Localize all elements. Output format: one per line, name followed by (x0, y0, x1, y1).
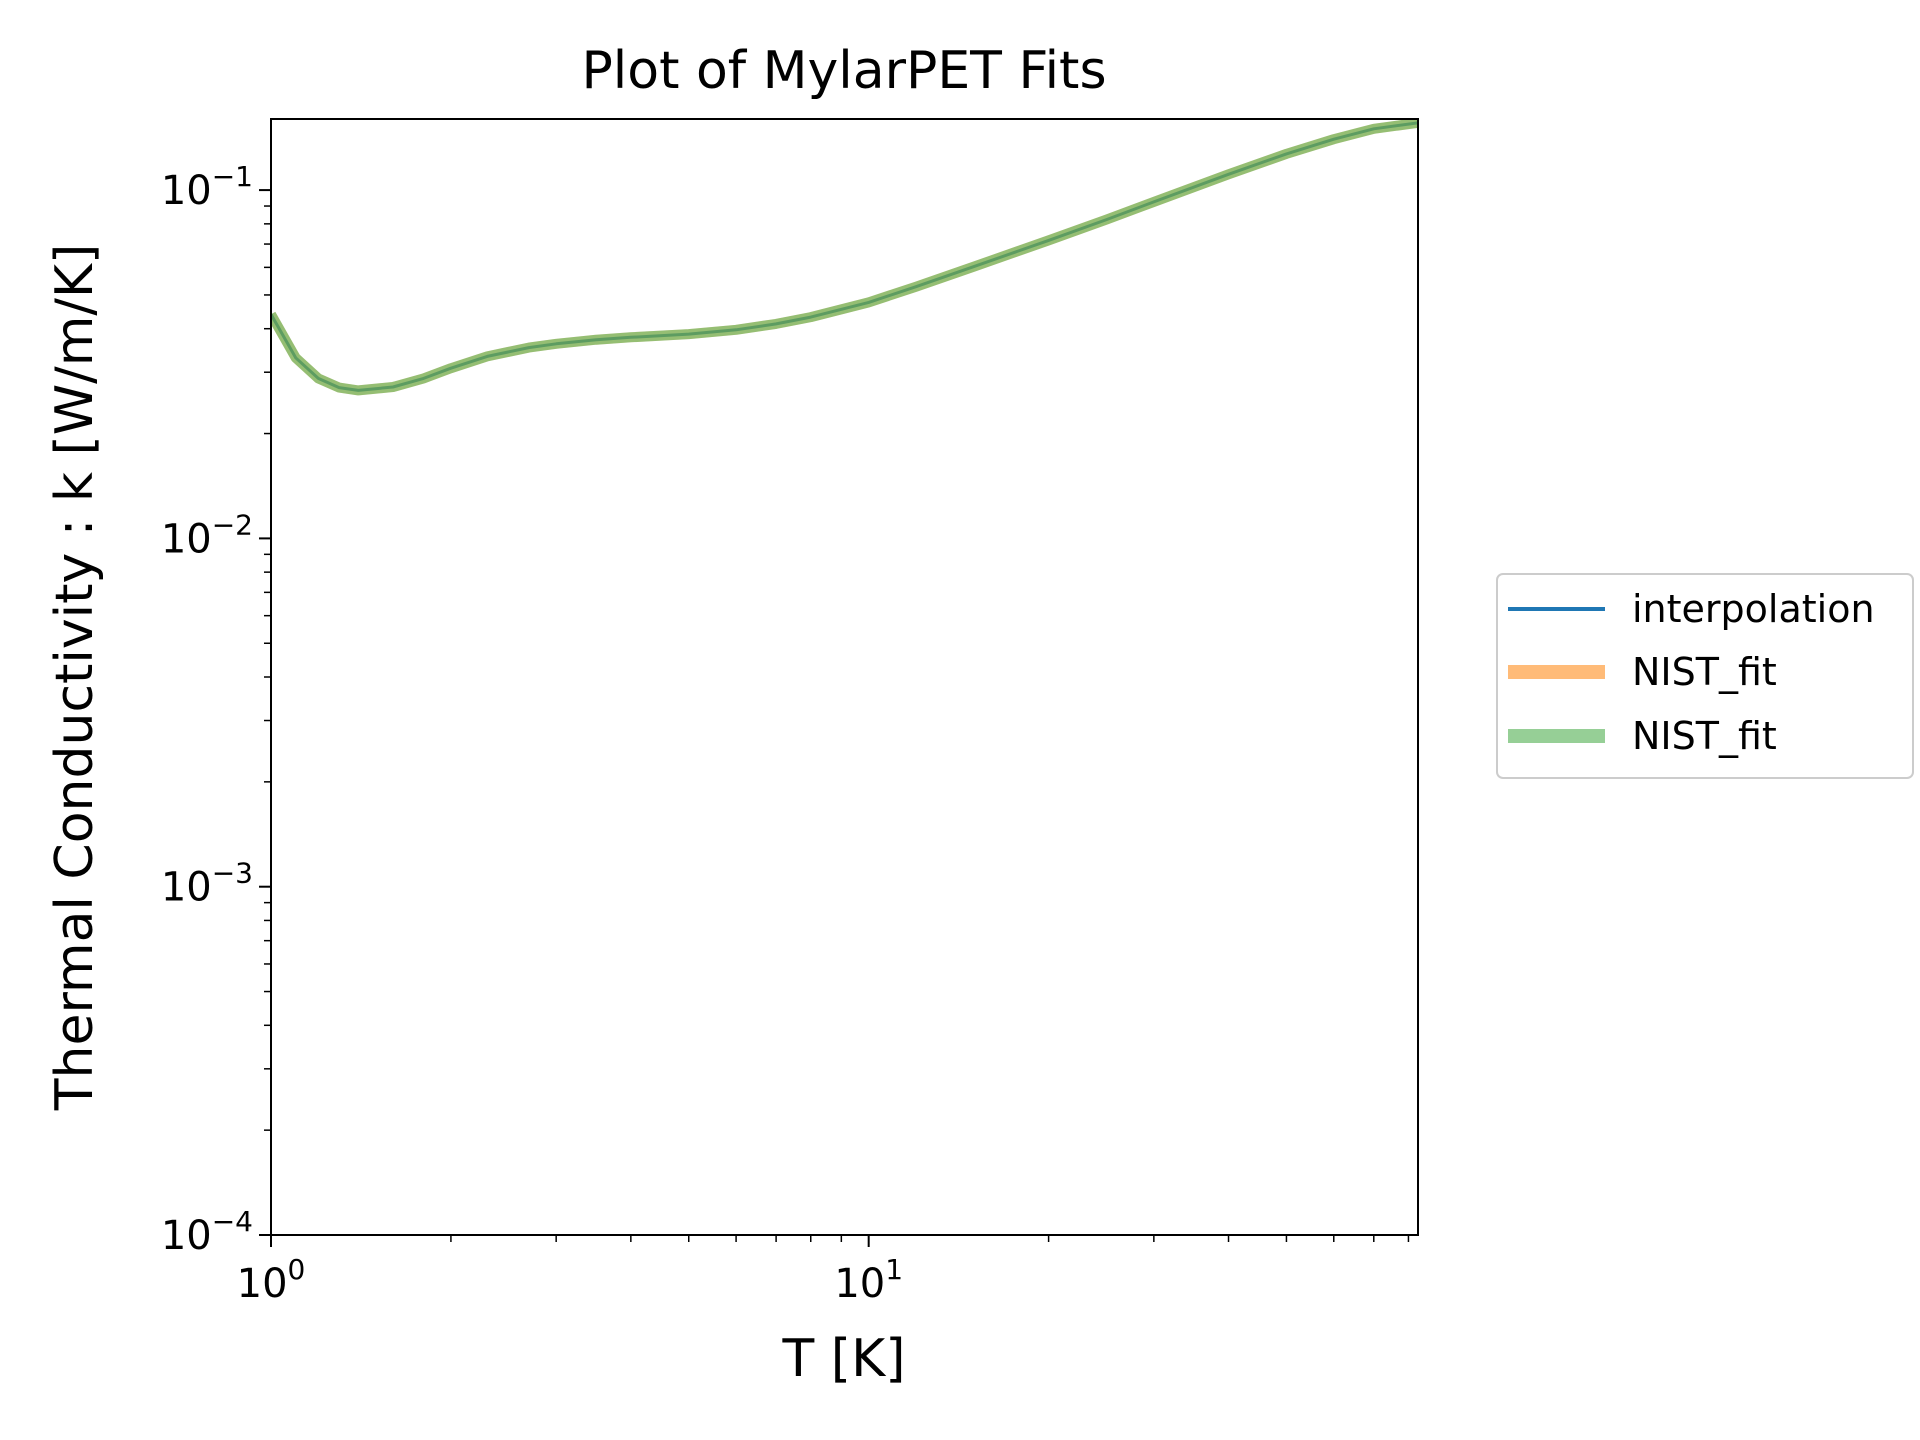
y-tick-label: 10−4 (161, 1205, 253, 1259)
series-line-2-nist-fit (271, 119, 1418, 396)
legend-label-nist-fit-green: NIST_fit (1632, 714, 1777, 758)
y-minor-ticks (264, 205, 271, 1131)
y-tick-label: 10−3 (161, 857, 253, 911)
legend-box (1496, 573, 1914, 779)
x-axis-label: T [K] (782, 1329, 906, 1389)
y-tick-label: 10−1 (161, 160, 253, 214)
legend: interpolation NIST_fit NIST_fit (1496, 573, 1914, 779)
y-axis-label: Thermal Conductivity : k [W/m/K] (45, 244, 105, 1112)
x-tick-label: 100 (237, 1253, 306, 1307)
legend-label-nist-fit-orange: NIST_fit (1632, 650, 1777, 694)
y-tick-label: 10−2 (161, 508, 253, 562)
x-tick-label: 101 (834, 1253, 903, 1307)
y-major-ticks: 10−4 10−3 10−2 10−1 (161, 160, 271, 1259)
x-major-ticks: 100 101 (237, 1235, 903, 1307)
plot-lines (271, 119, 1418, 396)
plot-area-frame (270, 118, 1419, 1236)
chart-title: Plot of MylarPET Fits (581, 41, 1106, 101)
legend-label-interpolation: interpolation (1632, 587, 1875, 631)
x-minor-ticks (450, 1235, 1410, 1242)
